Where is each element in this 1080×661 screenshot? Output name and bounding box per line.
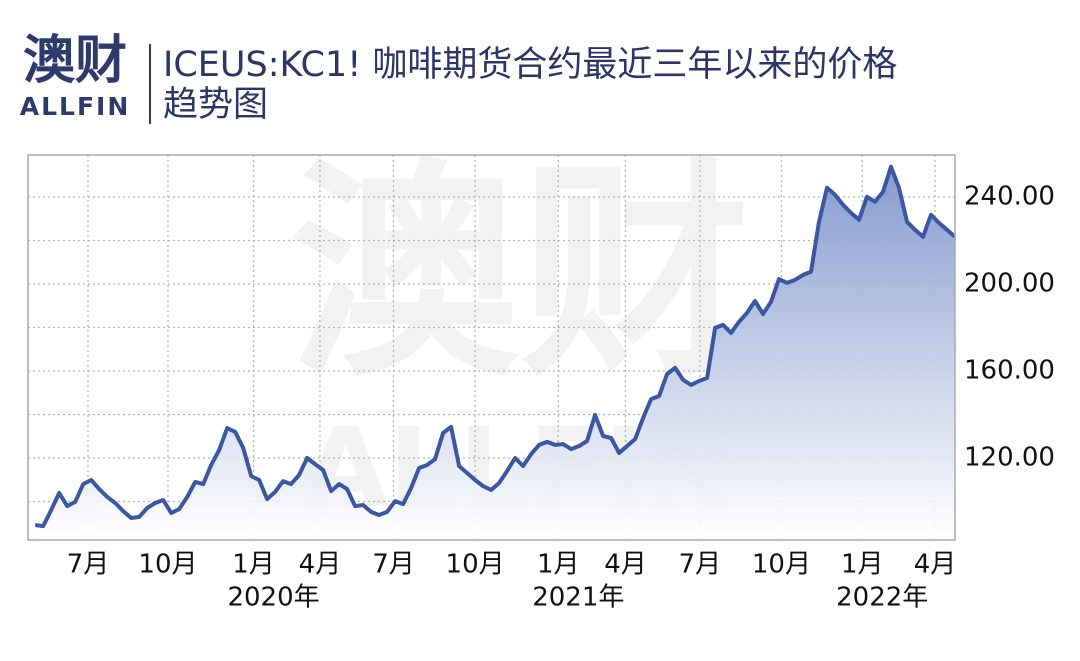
y-tick-label: 160.00 bbox=[964, 355, 1055, 385]
x-tick-label: 7月 bbox=[67, 550, 110, 580]
x-tick-label: 4月 bbox=[914, 550, 957, 580]
chart-title: 趋势图 bbox=[163, 85, 268, 125]
x-tick-label: 1月 bbox=[537, 550, 580, 580]
x-year-label: 2022年 bbox=[836, 583, 928, 613]
x-tick-label: 4月 bbox=[299, 550, 342, 580]
x-tick-label: 1月 bbox=[841, 550, 884, 580]
x-tick-label: 7月 bbox=[372, 550, 415, 580]
x-tick-label: 4月 bbox=[604, 550, 647, 580]
area bbox=[35, 166, 956, 540]
y-tick-label: 240.00 bbox=[964, 181, 1055, 211]
x-tick-label: 10月 bbox=[138, 550, 197, 580]
x-tick-label: 10月 bbox=[752, 550, 811, 580]
x-tick-label: 10月 bbox=[446, 550, 505, 580]
chart-title: ICEUS:KC1! 咖啡期货合约最近三年以来的价格 bbox=[163, 45, 897, 85]
plot-frame bbox=[27, 154, 956, 541]
y-tick-label: 200.00 bbox=[964, 268, 1055, 298]
x-tick-label: 1月 bbox=[232, 550, 275, 580]
watermark: 澳财 bbox=[290, 141, 750, 408]
x-year-label: 2020年 bbox=[227, 583, 319, 613]
line bbox=[34, 164, 957, 529]
logo-name: 澳财 bbox=[23, 31, 127, 91]
logo-subname: ALLFIN bbox=[20, 92, 131, 121]
y-tick-label: 120.00 bbox=[964, 442, 1055, 472]
x-year-label: 2021年 bbox=[532, 583, 624, 613]
x-tick-label: 7月 bbox=[679, 550, 722, 580]
